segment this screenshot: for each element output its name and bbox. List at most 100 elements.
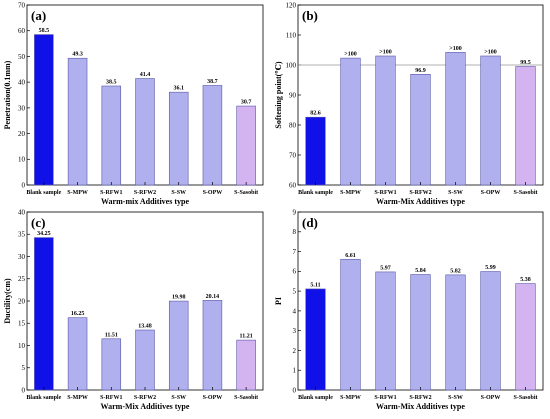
y-tick-label: 2 [293,347,297,355]
y-tick-label: 20 [18,297,26,305]
data-label: 5.99 [485,265,496,271]
y-tick-label: 10 [18,342,26,350]
x-tick-label: Blank sample [26,190,61,196]
x-tick-label: S-SW [448,190,463,196]
bar [202,300,223,391]
bar [375,271,396,391]
bar [34,237,54,391]
bar [101,338,122,391]
bar [515,283,536,391]
y-tick-label: 4 [293,307,297,315]
x-axis-title: Warm-Mix Additives type [101,402,190,411]
x-tick-label: Blank sample [26,395,61,401]
x-tick-label: S-MPW [67,190,88,196]
x-tick-label: S-RFW2 [409,190,431,196]
bar [410,74,431,186]
bar [67,57,88,186]
x-tick-label: Blank sample [298,395,333,401]
y-tick-label: 5 [293,288,297,296]
bar [168,91,189,186]
x-tick-label: S-OPW [203,395,223,401]
panel-label: (a) [31,8,46,23]
x-tick-label: S-RFW1 [100,395,122,401]
data-label: 41.4 [140,72,151,78]
y-tick-label: 70 [18,1,26,9]
data-label: 99.5 [520,60,531,66]
bar [375,55,396,186]
y-tick-label: 30 [18,253,26,261]
chart-panel-4: 0 1 2 3 4 5 6 7 8 9 5.11 Blank sample 6.61 S-MPW 5.97 S… [274,208,544,411]
data-label: 11.51 [105,332,118,338]
bar [480,55,501,186]
x-tick-label: S-Sasobit [513,395,537,401]
data-label: 34.25 [37,231,51,237]
bar [480,271,501,391]
bar [445,52,466,186]
y-tick-label: 80 [289,121,297,129]
y-tick-label: 35 [18,231,26,239]
x-tick-label: S-MPW [340,395,361,401]
x-tick-label: S-OPW [481,190,501,196]
bar [236,105,256,186]
y-tick-label: 7 [293,248,297,256]
data-label: 58.5 [39,28,50,34]
y-tick-label: 120 [286,1,297,9]
x-tick-label: S-Sasobit [234,190,258,196]
data-label: >100 [449,46,461,52]
y-tick-label: 100 [286,61,297,69]
y-tick-label: 9 [293,208,297,216]
data-label: 5.38 [520,277,531,283]
bar [202,85,223,186]
y-tick-label: 70 [289,151,297,159]
panel-label: (c) [31,215,45,230]
bar [515,66,536,186]
bar [236,339,256,391]
bar [305,116,326,186]
y-tick-label: 60 [18,27,26,35]
y-axis-title: Ductility(cm) [3,278,12,324]
y-tick-label: 10 [18,156,26,164]
y-tick-label: 15 [18,320,26,328]
y-tick-label: 30 [18,104,26,112]
data-label: 30.7 [241,100,252,106]
x-tick-label: S-RFW1 [374,190,396,196]
x-tick-label: S-SW [171,190,186,196]
chart-panel-3: 0 5 10 15 20 25 30 35 40 34.25 Blank sample 16.25 S-… [3,208,264,411]
x-axis-title: Warm-Mix Additives type [376,197,465,206]
y-axis-title: Penetration(0.1mm) [3,60,12,129]
y-tick-label: 60 [289,181,297,189]
data-label: 38.7 [207,79,218,85]
y-tick-label: 0 [293,386,297,394]
bar [135,329,155,391]
x-axis-title: Warm-mix Additives type [101,197,189,206]
x-tick-label: S-Sasobit [234,395,258,401]
y-tick-label: 5 [22,364,26,372]
bar [445,274,466,391]
y-tick-label: 20 [18,130,26,138]
x-tick-label: Blank sample [298,190,333,196]
x-tick-label: S-RFW1 [100,190,122,196]
data-label: 11.21 [240,334,253,340]
y-tick-label: 90 [289,91,297,99]
data-label: >100 [344,52,356,58]
data-label: 5.97 [380,265,391,271]
data-label: 38.5 [106,80,117,86]
data-label: 6.61 [345,253,356,259]
y-tick-label: 25 [18,275,26,283]
x-tick-label: S-Sasobit [513,190,537,196]
x-tick-label: S-SW [448,395,463,401]
chart-panel-1: 0 10 20 30 40 50 60 70 58.5 Blank sample 49.3 S-MPW… [3,1,264,206]
data-label: 49.3 [72,52,83,58]
data-label: 82.6 [310,111,321,117]
bar [34,34,54,186]
x-axis-title: Warm-Mix Additives type [376,402,465,411]
y-tick-label: 40 [18,208,26,216]
y-tick-label: 6 [293,268,297,276]
bar [340,258,361,391]
x-tick-label: S-RFW2 [134,395,156,401]
y-tick-label: 40 [18,79,26,87]
data-label: 16.25 [71,311,85,317]
chart-panel-2: 60 70 80 90 100 110 120 82.6 Blank sample >100 S-M… [274,1,544,206]
x-tick-label: S-SW [171,395,186,401]
